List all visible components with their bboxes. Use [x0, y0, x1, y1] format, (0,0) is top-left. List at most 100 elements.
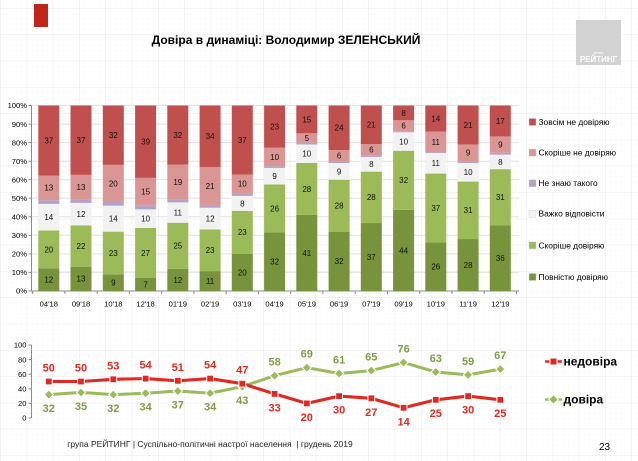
svg-text:Не знаю такого: Не знаю такого	[539, 178, 598, 188]
svg-text:43: 43	[236, 395, 248, 407]
svg-text:21: 21	[464, 121, 473, 130]
svg-text:20%: 20%	[12, 250, 27, 259]
svg-text:90%: 90%	[12, 120, 27, 129]
svg-text:23: 23	[109, 249, 118, 258]
svg-text:10: 10	[399, 137, 408, 146]
svg-text:39: 39	[141, 138, 150, 147]
svg-text:12'19: 12'19	[491, 300, 509, 309]
svg-text:недовіра: недовіра	[564, 355, 618, 369]
svg-text:37: 37	[238, 136, 247, 145]
svg-text:6: 6	[401, 122, 406, 131]
svg-text:34: 34	[139, 402, 152, 414]
svg-text:32: 32	[335, 257, 344, 266]
svg-text:0%: 0%	[16, 287, 27, 296]
svg-text:32: 32	[107, 403, 119, 415]
svg-text:26: 26	[431, 263, 440, 272]
svg-text:54: 54	[139, 360, 152, 372]
svg-text:27: 27	[141, 249, 150, 258]
svg-text:довіра: довіра	[564, 393, 604, 407]
svg-text:26: 26	[270, 204, 279, 213]
svg-text:50: 50	[75, 363, 87, 375]
svg-text:25: 25	[430, 408, 442, 420]
svg-text:8: 8	[498, 158, 503, 167]
svg-text:30%: 30%	[12, 231, 27, 240]
svg-text:04'19: 04'19	[265, 300, 283, 309]
svg-text:06'19: 06'19	[330, 300, 348, 309]
svg-text:11: 11	[174, 209, 183, 218]
svg-text:80: 80	[18, 355, 26, 364]
svg-text:54: 54	[204, 360, 217, 372]
svg-text:11: 11	[432, 159, 441, 168]
svg-text:41: 41	[302, 249, 311, 258]
svg-text:32: 32	[109, 131, 118, 140]
svg-text:Важко відповісти: Важко відповісти	[539, 209, 605, 219]
svg-text:Скоріше не довіряю: Скоріше не довіряю	[539, 148, 617, 158]
svg-text:14: 14	[109, 215, 118, 224]
svg-text:6: 6	[337, 152, 342, 161]
svg-text:51: 51	[172, 362, 184, 374]
svg-text:32: 32	[173, 131, 182, 140]
svg-text:24: 24	[335, 124, 344, 133]
svg-text:37: 37	[431, 204, 440, 213]
svg-text:33: 33	[268, 402, 280, 414]
svg-text:01'19: 01'19	[169, 300, 187, 309]
svg-text:11: 11	[206, 277, 215, 286]
svg-text:10: 10	[141, 215, 150, 224]
svg-text:05'19: 05'19	[298, 300, 316, 309]
svg-text:59: 59	[462, 356, 474, 368]
svg-text:23: 23	[238, 228, 247, 237]
svg-text:28: 28	[464, 261, 473, 270]
svg-text:28: 28	[367, 193, 376, 202]
svg-text:5: 5	[305, 134, 310, 143]
svg-text:58: 58	[268, 357, 280, 369]
svg-text:34: 34	[206, 132, 215, 141]
svg-text:20: 20	[109, 179, 118, 188]
svg-text:11: 11	[432, 138, 441, 147]
svg-text:14: 14	[397, 416, 410, 428]
svg-text:36: 36	[496, 254, 505, 263]
svg-text:69: 69	[301, 349, 313, 361]
svg-text:23: 23	[270, 123, 279, 132]
svg-text:53: 53	[107, 360, 119, 372]
svg-text:37: 37	[367, 253, 376, 262]
svg-text:11'19: 11'19	[459, 300, 477, 309]
svg-text:10: 10	[238, 180, 247, 189]
svg-text:0: 0	[22, 414, 26, 423]
svg-text:60%: 60%	[12, 175, 27, 184]
svg-text:09'18: 09'18	[72, 300, 90, 309]
svg-text:Повністю довіряю: Повністю довіряю	[539, 272, 608, 282]
svg-text:15: 15	[302, 115, 311, 124]
svg-text:13: 13	[77, 183, 86, 192]
svg-text:28: 28	[302, 185, 311, 194]
svg-text:7: 7	[143, 280, 148, 289]
svg-text:12: 12	[173, 276, 182, 285]
svg-text:9: 9	[337, 167, 342, 176]
svg-text:76: 76	[397, 344, 409, 356]
svg-text:10: 10	[270, 153, 279, 162]
svg-text:25: 25	[494, 408, 506, 420]
svg-text:13: 13	[44, 184, 53, 193]
svg-text:47: 47	[236, 365, 248, 377]
svg-text:21: 21	[367, 121, 376, 130]
svg-text:03'19: 03'19	[233, 300, 251, 309]
svg-text:12: 12	[44, 276, 53, 285]
svg-text:22: 22	[77, 242, 86, 251]
svg-text:32: 32	[399, 176, 408, 185]
svg-text:37: 37	[172, 400, 184, 412]
svg-text:10: 10	[464, 168, 473, 177]
svg-text:09'19: 09'19	[394, 300, 412, 309]
svg-text:40: 40	[18, 385, 26, 394]
svg-text:6: 6	[369, 146, 374, 155]
svg-text:61: 61	[333, 355, 345, 367]
svg-text:9: 9	[466, 149, 471, 158]
svg-text:10'18: 10'18	[104, 300, 122, 309]
svg-text:Скоріше довіряю: Скоріше довіряю	[539, 240, 605, 250]
svg-text:17: 17	[496, 117, 505, 126]
svg-text:9: 9	[498, 141, 503, 150]
svg-text:50%: 50%	[12, 194, 27, 203]
svg-text:10: 10	[302, 150, 311, 159]
svg-text:14: 14	[44, 213, 53, 222]
svg-text:32: 32	[270, 258, 279, 267]
svg-text:20: 20	[44, 245, 53, 254]
svg-text:100: 100	[14, 341, 27, 350]
